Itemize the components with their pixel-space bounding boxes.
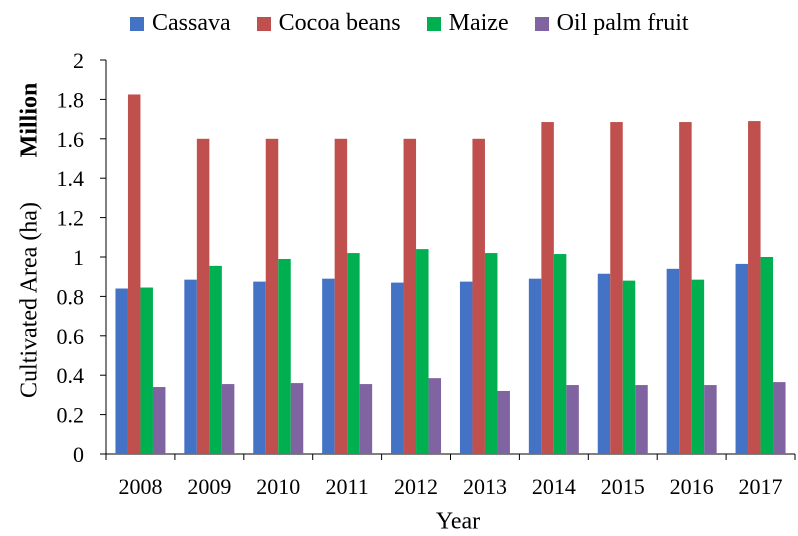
- bar-oil-palm-fruit: [773, 382, 786, 454]
- bar-maize: [209, 265, 222, 454]
- x-tick-label: 2013: [463, 474, 507, 499]
- x-tick-label: 2014: [532, 474, 576, 499]
- x-tick-label: 2012: [394, 474, 438, 499]
- x-tick-label: 2010: [256, 474, 300, 499]
- bar-cocoa-beans: [403, 138, 417, 455]
- y-tick-label: 2: [73, 48, 84, 73]
- x-tick-label: 2015: [601, 474, 645, 499]
- bar-maize: [760, 257, 774, 454]
- bar-cocoa-beans: [679, 122, 692, 455]
- legend-item-1: Cocoa beans: [256, 10, 401, 37]
- bar-cassava: [253, 281, 266, 454]
- legend-swatch: [130, 16, 144, 31]
- legend-item-2: Maize: [426, 10, 509, 37]
- y-tick-label: 0.2: [57, 403, 85, 428]
- bar-cassava: [735, 263, 749, 454]
- y-tick-label: 1: [73, 245, 84, 270]
- legend-item-0: Cassava: [130, 10, 231, 37]
- bar-oil-palm-fruit: [704, 385, 717, 454]
- bar-maize: [622, 280, 636, 454]
- bar-cocoa-beans: [748, 121, 761, 454]
- bar-cassava: [528, 278, 542, 454]
- bar-cocoa-beans: [127, 94, 141, 454]
- x-tick-label: 2017: [739, 474, 783, 499]
- bar-maize: [553, 254, 567, 454]
- bar-oil-palm-fruit: [359, 384, 373, 454]
- y-tick-label: 1.2: [57, 206, 85, 231]
- bar-oil-palm-fruit: [497, 390, 510, 454]
- legend-swatch: [256, 16, 271, 31]
- bar-oil-palm-fruit: [428, 378, 442, 454]
- bar-maize: [691, 279, 705, 454]
- bar-cocoa-beans: [196, 138, 210, 455]
- y-tick-label: 0.4: [57, 363, 85, 388]
- bar-cocoa-beans: [610, 122, 623, 455]
- bar-oil-palm-fruit: [290, 383, 304, 454]
- legend-label: Oil palm fruit: [556, 10, 689, 36]
- bar-cassava: [184, 279, 197, 454]
- y-tick-label: 1.4: [57, 166, 85, 191]
- bar-oil-palm-fruit: [152, 387, 166, 454]
- x-tick-label: 2016: [670, 474, 714, 499]
- bar-cocoa-beans: [334, 138, 348, 455]
- bar-maize: [278, 258, 291, 454]
- bar-maize: [484, 253, 498, 454]
- bar-oil-palm-fruit: [221, 384, 235, 454]
- legend-label: Cocoa beans: [278, 10, 401, 36]
- legend-label: Maize: [448, 10, 509, 36]
- bar-cassava: [666, 268, 680, 454]
- bar-oil-palm-fruit: [635, 385, 648, 454]
- bar-cassava: [322, 278, 335, 454]
- legend-swatch: [426, 16, 441, 31]
- bar-cassava: [391, 282, 404, 454]
- x-tick-label: 2008: [118, 474, 162, 499]
- legend-swatch: [534, 16, 549, 31]
- chart-legend: Cassava Cocoa beans Maize Oil palm fruit: [130, 10, 689, 37]
- bar-cassava: [115, 288, 128, 454]
- x-tick-label: 2011: [326, 474, 369, 499]
- bar-maize: [347, 253, 360, 454]
- bar-cassava: [597, 273, 611, 454]
- y-tick-label: 1.8: [57, 87, 85, 112]
- bar-maize: [416, 249, 429, 454]
- y-tick-label: 1.6: [57, 127, 85, 152]
- bar-oil-palm-fruit: [566, 385, 579, 454]
- bar-cocoa-beans: [541, 122, 554, 455]
- bar-cocoa-beans: [265, 138, 279, 455]
- bar-maize: [140, 287, 153, 454]
- y-tick-label: 0: [73, 442, 84, 467]
- y-tick-label: 0.8: [57, 284, 85, 309]
- legend-item-3: Oil palm fruit: [534, 10, 689, 37]
- bar-cocoa-beans: [472, 138, 485, 455]
- x-tick-label: 2009: [187, 474, 231, 499]
- x-axis-label: Year: [435, 508, 481, 535]
- bar-cassava: [459, 281, 473, 454]
- y-tick-label: 0.6: [57, 324, 85, 349]
- legend-label: Cassava: [152, 10, 231, 36]
